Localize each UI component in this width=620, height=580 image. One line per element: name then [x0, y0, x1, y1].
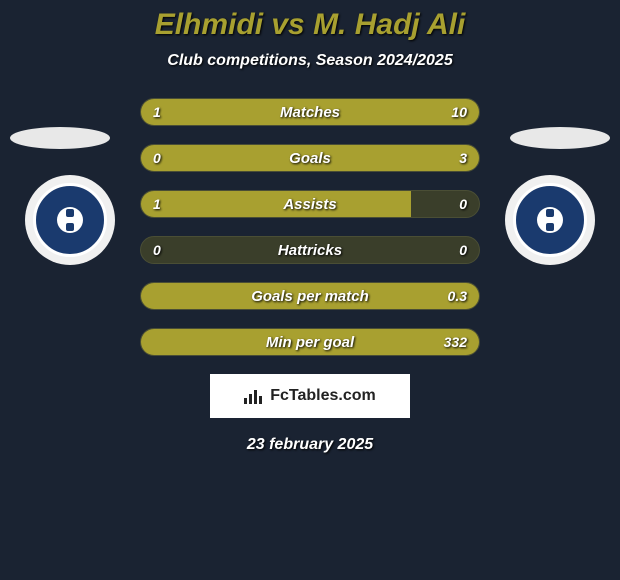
- subtitle: Club competitions, Season 2024/2025: [0, 52, 620, 70]
- date-label: 23 february 2025: [0, 436, 620, 454]
- root: Elhmidi vs M. Hadj Ali Club competitions…: [0, 0, 620, 454]
- team-crest-right: [505, 175, 595, 265]
- bar-chart-icon: [244, 388, 264, 404]
- stat-label: Goals per match: [141, 283, 479, 309]
- stat-label: Matches: [141, 99, 479, 125]
- team-crest-left: [25, 175, 115, 265]
- page-title: Elhmidi vs M. Hadj Ali: [0, 8, 620, 42]
- stat-right-value: 0: [459, 237, 467, 263]
- player-right-ellipse: [510, 127, 610, 149]
- stat-label: Hattricks: [141, 237, 479, 263]
- brand-box: FcTables.com: [210, 374, 410, 418]
- stat-right-value: 3: [459, 145, 467, 171]
- ball-icon: [57, 207, 83, 233]
- stat-row-assists: 1 Assists 0: [140, 190, 480, 218]
- stat-row-goals: 0 Goals 3: [140, 144, 480, 172]
- stat-label: Min per goal: [141, 329, 479, 355]
- stat-row-hattricks: 0 Hattricks 0: [140, 236, 480, 264]
- brand-text: FcTables.com: [270, 387, 376, 405]
- stat-row-min-per-goal: Min per goal 332: [140, 328, 480, 356]
- stat-label: Assists: [141, 191, 479, 217]
- player-left-ellipse: [10, 127, 110, 149]
- stat-row-goals-per-match: Goals per match 0.3: [140, 282, 480, 310]
- stat-right-value: 0: [459, 191, 467, 217]
- stat-label: Goals: [141, 145, 479, 171]
- stat-right-value: 332: [444, 329, 467, 355]
- stat-right-value: 0.3: [448, 283, 467, 309]
- stat-right-value: 10: [451, 99, 467, 125]
- crest-inner-left: [33, 183, 107, 257]
- crest-inner-right: [513, 183, 587, 257]
- stats-panel: 1 Matches 10 0 Goals 3 1 Assists 0 0 Hat…: [140, 98, 480, 356]
- ball-icon: [537, 207, 563, 233]
- stat-row-matches: 1 Matches 10: [140, 98, 480, 126]
